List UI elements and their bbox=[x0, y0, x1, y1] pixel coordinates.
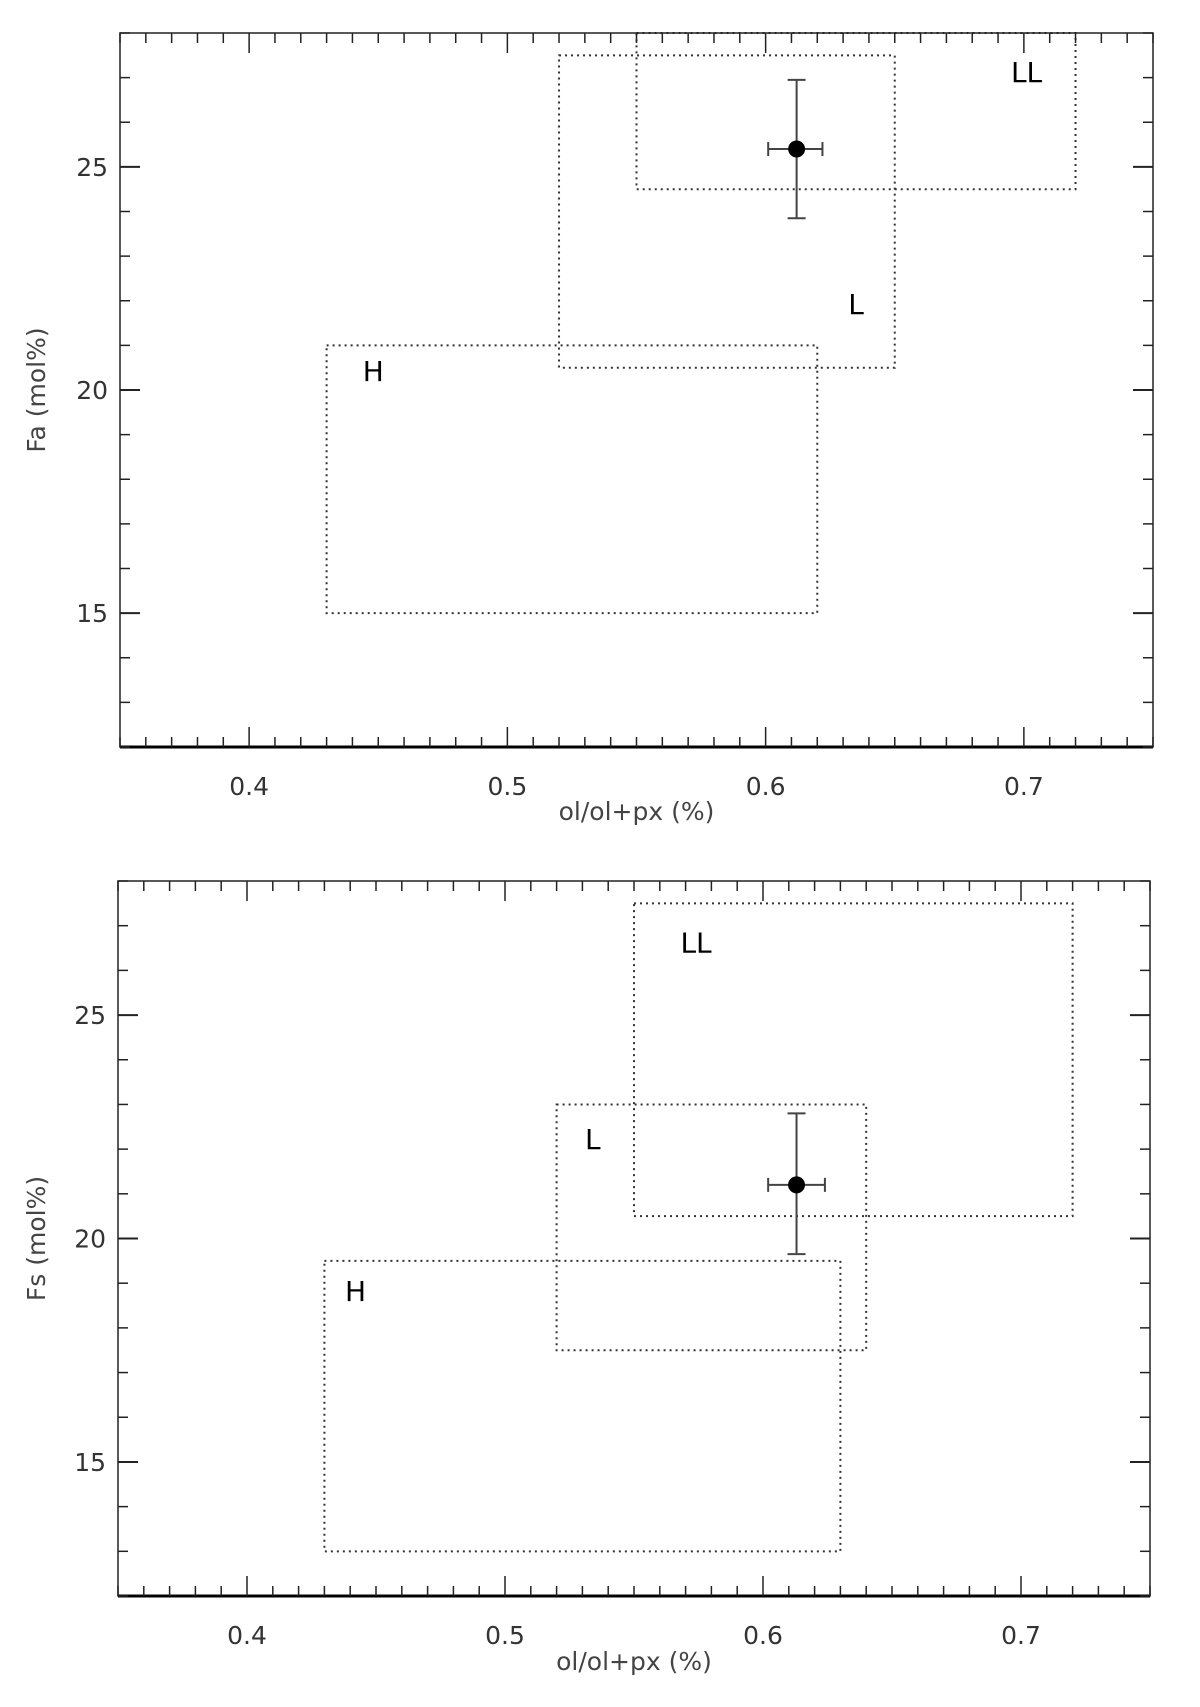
region-box-h bbox=[325, 344, 819, 615]
plot-frame bbox=[119, 32, 1154, 748]
y-tick-label: 20 bbox=[76, 376, 108, 405]
y-tick-label: 20 bbox=[74, 1225, 106, 1254]
x-tick-label: 0.7 bbox=[1001, 1621, 1041, 1650]
region-box-ll bbox=[633, 902, 1074, 1218]
region-box-h bbox=[323, 1259, 842, 1553]
region-label-ll: LL bbox=[680, 927, 712, 960]
y-axis-label: Fa (mol%) bbox=[22, 327, 51, 452]
region-label-h: H bbox=[363, 355, 384, 388]
x-tick-label: 0.7 bbox=[1004, 772, 1044, 801]
x-tick-label: 0.6 bbox=[746, 772, 786, 801]
data-point bbox=[788, 1176, 806, 1194]
y-tick-label: 25 bbox=[74, 1001, 106, 1030]
y-tick-label: 15 bbox=[76, 599, 108, 628]
x-tick-label: 0.6 bbox=[743, 1621, 783, 1650]
x-tick-label: 0.5 bbox=[487, 772, 527, 801]
x-tick-label: 0.4 bbox=[229, 772, 269, 801]
region-label-h: H bbox=[345, 1275, 366, 1308]
region-label-ll: LL bbox=[1011, 56, 1043, 89]
x-tick-label: 0.5 bbox=[485, 1621, 525, 1650]
y-tick-label: 25 bbox=[76, 153, 108, 182]
region-box-ll bbox=[635, 32, 1077, 191]
data-point bbox=[788, 140, 806, 158]
x-axis-label: ol/ol+px (%) bbox=[559, 797, 715, 826]
x-tick-label: 0.4 bbox=[227, 1621, 267, 1650]
x-axis-label: ol/ol+px (%) bbox=[556, 1647, 712, 1676]
region-label-l: L bbox=[848, 288, 864, 321]
region-box-l bbox=[558, 54, 896, 369]
y-axis-label: Fs (mol%) bbox=[22, 1176, 51, 1301]
y-tick-label: 15 bbox=[74, 1448, 106, 1477]
region-label-l: L bbox=[585, 1123, 601, 1156]
region-box-l bbox=[555, 1103, 868, 1352]
